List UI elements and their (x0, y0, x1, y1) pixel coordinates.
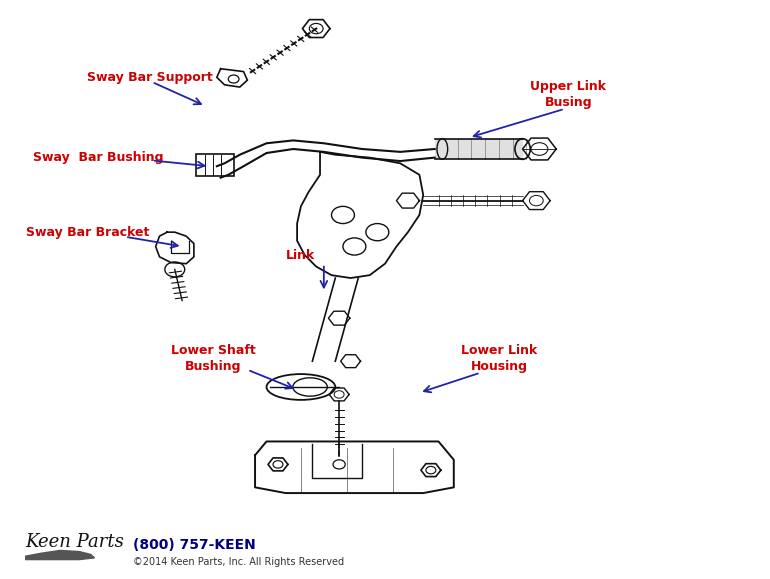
Text: Sway Bar Bracket: Sway Bar Bracket (25, 226, 149, 239)
Text: Lower Shaft
Bushing: Lower Shaft Bushing (171, 344, 256, 373)
Text: Keen Parts: Keen Parts (25, 533, 125, 551)
Text: (800) 757-KEEN: (800) 757-KEEN (132, 538, 256, 552)
Text: Sway  Bar Bushing: Sway Bar Bushing (33, 151, 164, 164)
Polygon shape (25, 551, 95, 559)
Text: Sway Bar Support: Sway Bar Support (87, 71, 213, 84)
Text: Upper Link
Busing: Upper Link Busing (531, 80, 606, 109)
Bar (435, 139, 523, 159)
Text: Link: Link (286, 248, 315, 262)
Text: ©2014 Keen Parts, Inc. All Rights Reserved: ©2014 Keen Parts, Inc. All Rights Reserv… (132, 557, 344, 567)
FancyBboxPatch shape (196, 153, 233, 176)
Text: Lower Link
Housing: Lower Link Housing (461, 344, 537, 373)
